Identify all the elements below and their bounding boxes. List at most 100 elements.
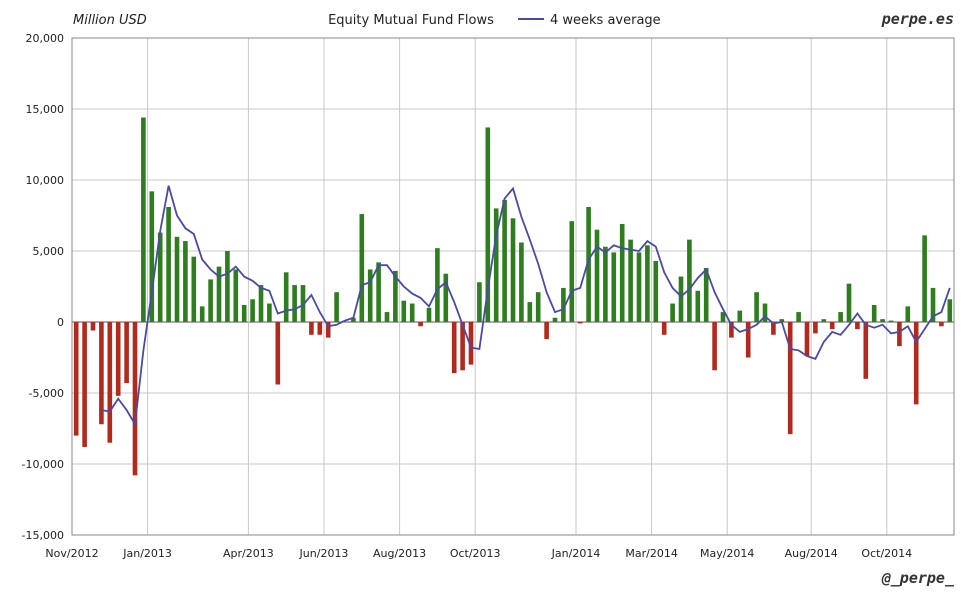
bar (905, 306, 911, 322)
bar (510, 218, 516, 322)
bar (502, 199, 507, 322)
bar (636, 252, 642, 322)
bar (619, 224, 625, 322)
x-tick-label: Aug/2013 (373, 547, 426, 560)
bar (367, 269, 373, 322)
bar (468, 322, 474, 365)
bar (216, 266, 222, 322)
bar (586, 206, 591, 322)
watermark-top: perpe.es (881, 10, 954, 28)
chart-title: Equity Mutual Fund Flows (328, 13, 494, 28)
bar (225, 251, 230, 322)
bar (376, 262, 381, 322)
bar (183, 241, 188, 322)
legend-label: 4 weeks average (550, 13, 661, 28)
bar (115, 322, 121, 396)
bar (947, 299, 953, 322)
bar (82, 322, 87, 447)
bar (309, 322, 314, 335)
bar (737, 310, 743, 322)
y-tick-label: 10,000 (26, 174, 65, 187)
bar (443, 273, 449, 322)
bar (267, 303, 272, 322)
bar (577, 322, 583, 324)
x-tick-label: Jun/2013 (299, 547, 349, 560)
bar (745, 322, 751, 358)
axes (71, 37, 955, 536)
bar (460, 322, 465, 371)
bar (779, 319, 785, 322)
bar (771, 322, 776, 335)
x-tick-label: Oct/2014 (861, 547, 912, 560)
bar (754, 292, 759, 322)
x-tick-label: Mar/2014 (625, 547, 677, 560)
bar (393, 270, 398, 322)
y-tick-label: 20,000 (26, 32, 65, 45)
bar (603, 246, 608, 322)
bar (409, 303, 415, 322)
bar (720, 312, 726, 322)
bar (561, 287, 566, 322)
bar (670, 303, 675, 322)
bar (913, 322, 919, 405)
bar (544, 322, 549, 340)
watermark-bottom: @_perpe_ (881, 569, 955, 587)
bar (695, 290, 701, 322)
x-tick-label: May/2014 (700, 547, 754, 560)
bar (569, 221, 575, 322)
bar (166, 206, 171, 322)
bar (157, 232, 163, 322)
bar (838, 312, 843, 322)
bar (250, 299, 255, 322)
bar (275, 322, 281, 385)
bar (325, 322, 331, 338)
average-line (101, 185, 951, 427)
bar (401, 300, 407, 322)
bar (653, 260, 659, 322)
bar (829, 322, 835, 330)
bar (485, 127, 491, 323)
bar (594, 229, 600, 322)
bar (99, 322, 104, 425)
bar (191, 256, 197, 322)
bar (351, 317, 356, 322)
bar (141, 117, 146, 323)
bar (762, 303, 768, 322)
bar (821, 319, 827, 322)
x-tick-label: Nov/2012 (45, 547, 98, 560)
bar (930, 287, 936, 322)
bar (477, 282, 482, 322)
x-tick-label: Jan/2014 (551, 547, 601, 560)
bar (334, 292, 339, 322)
x-tick-label: Aug/2014 (785, 547, 838, 560)
bar (149, 191, 155, 322)
bar (233, 269, 239, 322)
bar (426, 307, 432, 322)
bar (628, 239, 633, 322)
bar (787, 322, 793, 435)
y-tick-labels: 20,000 15,000 10,000 5,000 0 -5,000 -10,000 -15… (22, 32, 64, 542)
bar (846, 283, 852, 322)
bar (300, 285, 306, 322)
bar (552, 317, 558, 322)
y-tick-label: -5,000 (29, 387, 64, 400)
bar (241, 304, 247, 322)
bar (611, 252, 617, 322)
bar (132, 322, 138, 476)
bar (897, 322, 902, 347)
y-axis-label: Million USD (73, 13, 147, 28)
x-tick-label: Apr/2013 (223, 547, 274, 560)
bar (687, 239, 692, 322)
plot-frame (71, 37, 955, 536)
bar (258, 285, 264, 322)
x-tick-label: Jan/2013 (122, 547, 172, 560)
y-tick-label: 0 (57, 316, 64, 329)
bar (384, 312, 390, 322)
bar (359, 214, 365, 322)
bar (107, 322, 113, 443)
bar (645, 245, 650, 322)
bar (418, 322, 423, 327)
bar (796, 312, 801, 322)
bar (703, 268, 709, 322)
